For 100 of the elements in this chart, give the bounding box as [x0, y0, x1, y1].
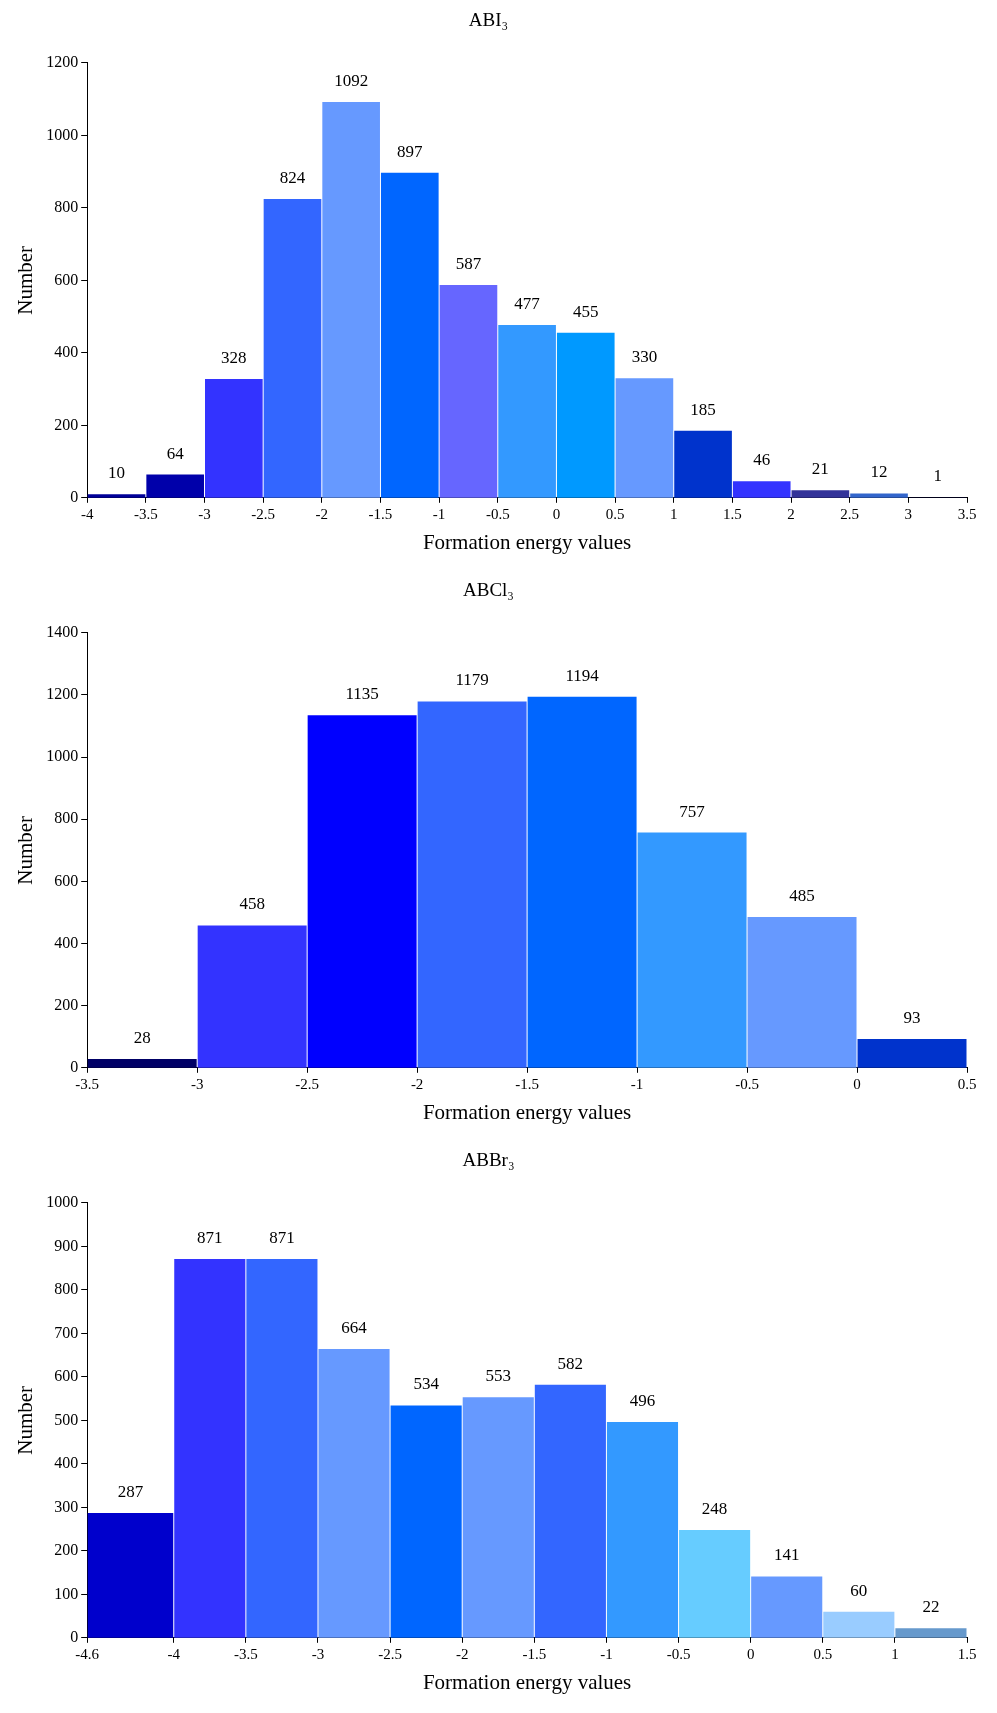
y-tick-label: 600	[54, 1367, 79, 1384]
x-tick-label: -2.5	[378, 1645, 402, 1662]
data-label: 22	[922, 1597, 940, 1617]
data-label: 248	[701, 1498, 728, 1518]
y-tick-label: 300	[54, 1497, 79, 1515]
data-label: 28	[133, 1028, 151, 1048]
data-label: 871	[197, 1227, 223, 1247]
data-label: 871	[269, 1227, 295, 1247]
x-axis-title: Formation energy values	[422, 1669, 632, 1694]
y-tick-label: 1000	[46, 747, 79, 765]
y-tick-label: 600	[54, 871, 79, 889]
data-label: 185	[690, 399, 716, 419]
x-tick-label: 2.5	[840, 505, 860, 522]
x-tick-label: -4	[167, 1645, 181, 1662]
x-tick-label: 0.5	[813, 1645, 833, 1662]
x-tick-label: -2.5	[251, 505, 276, 522]
y-tick-label: 800	[54, 809, 79, 827]
data-label: 1135	[345, 684, 379, 704]
data-label: 455	[573, 301, 599, 321]
y-tick-label: 0	[70, 1058, 79, 1075]
x-tick-label: -0.5	[666, 1645, 691, 1662]
data-label: 328	[221, 347, 247, 367]
data-label: 1194	[565, 665, 600, 685]
data-label: 10	[108, 463, 126, 483]
x-tick-label: -1	[630, 1075, 644, 1092]
x-tick-label: 0.5	[957, 1075, 977, 1092]
data-label: 664	[341, 1317, 368, 1337]
data-label: 458	[239, 894, 265, 914]
y-tick-label: 400	[54, 343, 79, 360]
y-axis-title: Number	[13, 245, 38, 315]
y-tick-label: 600	[54, 270, 79, 288]
x-tick-label: -3.5	[233, 1645, 258, 1662]
data-label: 757	[679, 801, 706, 821]
x-tick-label: -3	[311, 1645, 325, 1662]
x-tick-label: -2.5	[295, 1075, 320, 1092]
x-tick-label: -4	[80, 505, 94, 522]
chart-title: ABBr₃	[462, 1149, 515, 1171]
y-tick-label: 1000	[46, 1193, 79, 1210]
x-axis-title: Formation energy values	[422, 529, 632, 554]
x-tick-label: -2	[410, 1075, 424, 1092]
data-label: 897	[397, 141, 424, 161]
chart-title: ABCl₃	[463, 579, 514, 601]
x-tick-label: -4.6	[75, 1645, 100, 1662]
y-tick-label: 0	[70, 1628, 79, 1645]
y-axis-title: Number	[13, 1385, 38, 1455]
x-tick-label: 1	[891, 1645, 899, 1662]
data-label: 587	[455, 253, 482, 273]
data-label: 12	[870, 462, 888, 482]
data-label: 60	[850, 1580, 868, 1600]
y-tick-label: 400	[54, 1454, 79, 1471]
data-label: 1092	[334, 70, 369, 90]
data-label: 496	[629, 1391, 656, 1411]
data-label: 1179	[455, 670, 489, 690]
y-tick-label: 1200	[46, 685, 79, 703]
x-tick-label: -2	[455, 1645, 469, 1662]
y-tick-label: 700	[54, 1323, 79, 1341]
data-label: 141	[773, 1545, 800, 1565]
data-label: 93	[903, 1007, 921, 1027]
y-tick-label: 400	[54, 933, 79, 951]
y-tick-label: 100	[54, 1584, 79, 1602]
x-tick-label: 0	[746, 1645, 755, 1662]
x-tick-label: -3.5	[133, 505, 158, 522]
x-tick-label: -0.5	[735, 1075, 759, 1092]
y-tick-label: 1400	[46, 623, 79, 640]
data-label: 534	[413, 1374, 440, 1394]
y-tick-label: 900	[54, 1236, 79, 1254]
y-tick-label: 1000	[46, 125, 79, 143]
x-tick-label: -3	[198, 505, 211, 522]
x-tick-label: -1.5	[515, 1075, 539, 1092]
x-tick-label: -3.5	[75, 1075, 100, 1092]
chart-title: ABI₃	[468, 9, 509, 31]
y-axis-title: Number	[13, 815, 38, 885]
y-tick-label: 0	[70, 488, 79, 505]
data-label: 21	[811, 459, 829, 479]
x-axis-title: Formation energy values	[422, 1099, 632, 1124]
data-label: 477	[514, 293, 541, 313]
x-tick-label: 3.5	[957, 505, 977, 522]
x-tick-label: 1.5	[957, 1645, 977, 1662]
data-label: 64	[166, 443, 185, 463]
x-tick-label: 0	[853, 1075, 861, 1092]
y-tick-label: 200	[54, 415, 79, 433]
y-tick-label: 1200	[46, 53, 79, 70]
y-tick-label: 200	[54, 995, 79, 1013]
data-label: 582	[557, 1353, 584, 1373]
data-label: 46	[753, 450, 771, 470]
x-tick-label: 0.5	[605, 505, 625, 522]
x-tick-label: 1	[669, 505, 678, 522]
data-label: 287	[117, 1481, 144, 1501]
x-tick-label: 1.5	[723, 505, 742, 522]
x-tick-label: 3	[904, 505, 913, 522]
y-tick-label: 800	[54, 198, 79, 215]
data-label: 1	[933, 466, 942, 486]
x-tick-label: -3	[190, 1075, 204, 1092]
y-tick-label: 800	[54, 1280, 79, 1297]
data-label: 330	[631, 347, 658, 367]
y-tick-label: 200	[54, 1541, 79, 1558]
data-label: 485	[789, 886, 815, 906]
data-label: 824	[279, 168, 306, 188]
x-tick-label: -0.5	[485, 505, 510, 522]
x-tick-label: 2	[787, 505, 795, 522]
